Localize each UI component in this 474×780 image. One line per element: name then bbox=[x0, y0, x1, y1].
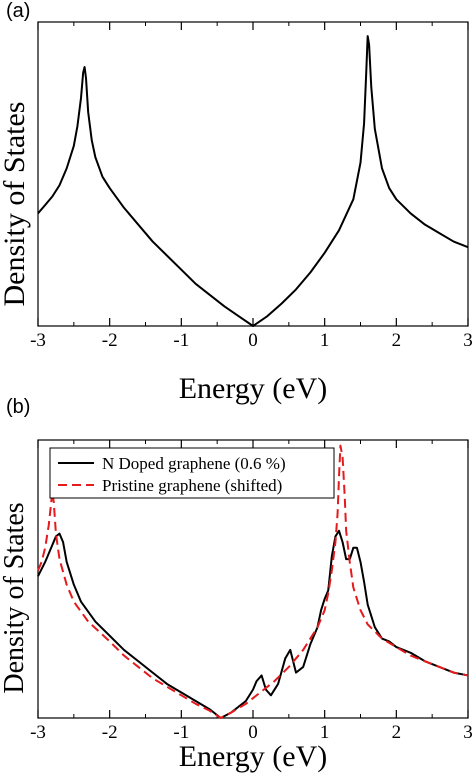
series-line-1-0 bbox=[37, 529, 469, 719]
legend-box bbox=[49, 447, 335, 499]
x-tick-label-1-2: -1 bbox=[173, 722, 189, 743]
x-tick-label-0-2: -1 bbox=[173, 330, 189, 351]
x-tick-label-0-0: -3 bbox=[30, 330, 46, 351]
legend-label-0: N Doped graphene (0.6 %) bbox=[102, 454, 286, 473]
series-line-0-0 bbox=[37, 35, 469, 327]
x-tick-label-1-5: 2 bbox=[392, 722, 402, 743]
panel-label-b: (b) bbox=[6, 396, 31, 418]
x-tick-label-0-5: 2 bbox=[392, 330, 402, 351]
x-tick-label-0-1: -2 bbox=[102, 330, 118, 351]
series-line-1-1 bbox=[37, 444, 469, 719]
x-tick-label-1-3: 0 bbox=[248, 722, 258, 743]
x-tick-label-1-4: 1 bbox=[320, 722, 330, 743]
x-axis-label-a: Energy (eV) bbox=[178, 372, 328, 405]
x-tick-label-0-6: 3 bbox=[463, 330, 473, 351]
x-tick-label-0-3: 0 bbox=[248, 330, 258, 351]
panel-label-a: (a) bbox=[6, 0, 31, 22]
x-tick-label-1-1: -2 bbox=[102, 722, 118, 743]
x-tick-label-0-4: 1 bbox=[320, 330, 330, 351]
x-tick-label-1-6: 3 bbox=[463, 722, 473, 743]
legend-label-1: Pristine graphene (shifted) bbox=[102, 476, 282, 495]
x-tick-label-1-0: -3 bbox=[30, 722, 46, 743]
x-axis-label-b: Energy (eV) bbox=[178, 740, 328, 773]
